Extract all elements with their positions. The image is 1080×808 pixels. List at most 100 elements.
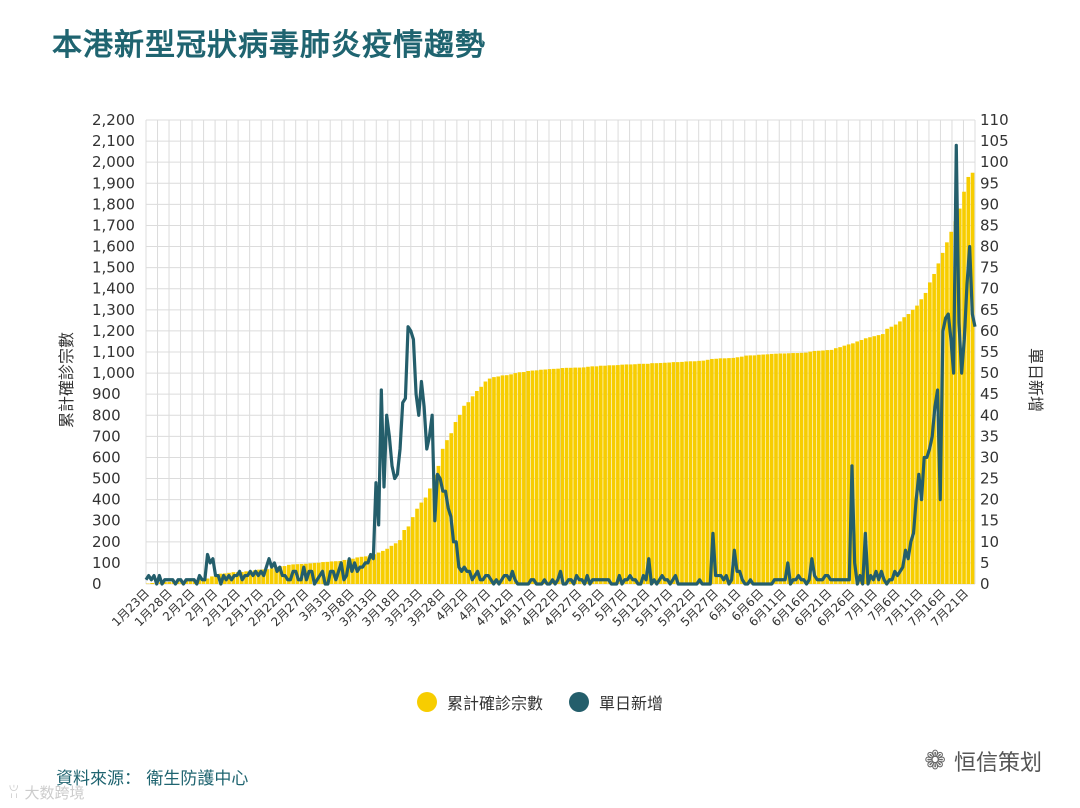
bar	[325, 561, 330, 584]
right-tick-label: 0	[980, 575, 990, 593]
bar	[769, 353, 774, 584]
bar	[522, 372, 526, 584]
legend-item-daily[interactable]: 單日新增	[569, 690, 663, 714]
bar	[821, 350, 825, 584]
x-axis-ticks: 1月23日1月28日2月2日2月7日2月12日2月17日2月22日2月27日3月…	[109, 586, 971, 629]
left-tick-label: 2,000	[92, 153, 135, 171]
bar	[470, 396, 475, 584]
bar	[551, 368, 556, 584]
bar	[833, 348, 838, 584]
bar	[496, 376, 501, 584]
bar	[778, 353, 783, 584]
bar	[915, 305, 919, 584]
bar	[475, 391, 479, 584]
bar	[684, 361, 689, 584]
bar	[893, 324, 898, 584]
bar	[658, 362, 663, 584]
bar	[607, 365, 612, 584]
bar	[739, 356, 744, 584]
brand-name: 恒信策划	[953, 751, 1042, 776]
bar	[569, 367, 573, 584]
bar	[876, 335, 881, 584]
cumulative-bars	[146, 172, 975, 585]
bar	[359, 556, 364, 584]
bar	[829, 349, 834, 584]
bar	[923, 292, 928, 584]
bar	[487, 378, 492, 584]
left-tick-label: 200	[92, 533, 121, 551]
bar	[863, 338, 868, 584]
bar	[342, 559, 347, 584]
bar	[316, 562, 321, 584]
bar	[462, 405, 466, 584]
bar	[338, 561, 342, 584]
bar	[641, 363, 646, 584]
left-tick-label: 0	[92, 575, 102, 593]
right-tick-label: 40	[980, 406, 999, 424]
left-tick-label: 1,200	[92, 322, 135, 340]
bar	[611, 365, 616, 584]
bar	[654, 363, 659, 584]
bar	[692, 361, 697, 584]
bar	[718, 358, 723, 584]
right-tick-label: 30	[980, 448, 999, 466]
bar	[577, 367, 582, 584]
right-tick-label: 55	[980, 343, 999, 361]
left-axis-ticks: 0 100 200 300 400 500 600 700 800 900 1,000 1,100 1,…	[92, 111, 135, 593]
bar	[889, 326, 894, 584]
bar	[885, 328, 889, 584]
bar	[457, 414, 462, 584]
bar	[513, 373, 518, 584]
legend-item-cumulative[interactable]: 累計確診宗數	[416, 690, 543, 714]
right-tick-label: 20	[980, 491, 999, 509]
bar	[701, 360, 706, 584]
bar	[432, 474, 436, 584]
bar	[910, 309, 915, 584]
bar	[620, 364, 624, 584]
right-tick-label: 15	[980, 512, 999, 530]
bar	[804, 352, 808, 584]
left-tick-label: 1,900	[92, 174, 135, 192]
right-tick-label: 70	[980, 280, 999, 298]
bar	[205, 578, 210, 584]
bar	[483, 381, 488, 584]
left-tick-label: 400	[92, 491, 121, 509]
bar	[616, 365, 620, 584]
bar	[906, 314, 911, 584]
bar	[727, 358, 731, 584]
left-axis-title: 累計確診宗數	[57, 332, 76, 428]
left-tick-label: 600	[92, 448, 121, 466]
left-tick-label: 900	[92, 385, 121, 403]
bar	[945, 242, 949, 584]
bar	[868, 337, 872, 584]
bar	[312, 562, 317, 584]
bar	[791, 353, 795, 584]
bar	[590, 366, 595, 584]
left-tick-label: 800	[92, 406, 121, 424]
right-tick-label: 5	[980, 554, 990, 572]
right-tick-label: 35	[980, 427, 999, 445]
bar	[774, 353, 778, 584]
right-axis-ticks: 0 5 10 15 20 25 30 35 40 45 50 55 60 65 70 75 80 85 90 95 10…	[980, 111, 1009, 593]
bar	[265, 569, 270, 584]
bar	[163, 581, 167, 584]
bar	[731, 357, 736, 584]
right-tick-label: 105	[980, 132, 1009, 150]
right-tick-label: 85	[980, 216, 999, 234]
bar	[308, 563, 313, 584]
bar	[504, 375, 509, 584]
daily-line	[144, 143, 977, 586]
bar	[372, 554, 377, 584]
bar	[949, 231, 954, 585]
legend-label-cumulative: 累計確診宗數	[446, 694, 543, 713]
legend-swatch-daily	[569, 692, 589, 712]
left-tick-label: 2,200	[92, 111, 135, 129]
right-tick-label: 90	[980, 195, 999, 213]
bar	[423, 497, 428, 584]
right-tick-label: 60	[980, 322, 999, 340]
right-tick-label: 65	[980, 301, 999, 319]
legend-label-daily: 單日新增	[599, 694, 664, 713]
right-tick-label: 95	[980, 174, 999, 192]
bar	[786, 353, 791, 584]
